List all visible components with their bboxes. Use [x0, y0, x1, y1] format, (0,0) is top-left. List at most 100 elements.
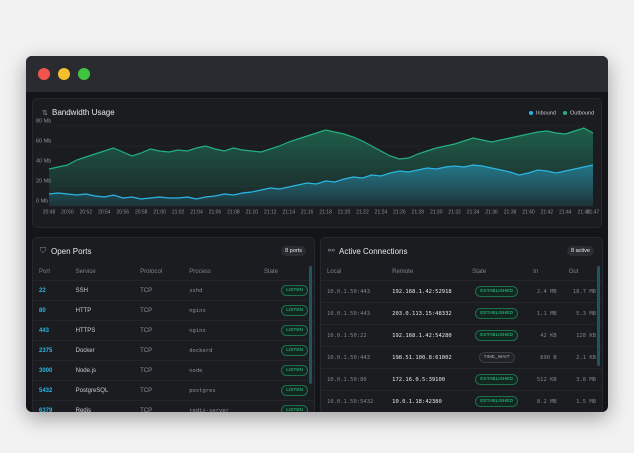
- chart-panel: ⇅ Bandwidth Usage 0 Mb 20 Mb 40 Mb 60 Mb 80 …: [32, 98, 602, 228]
- y-tick-label: 60 Mb: [36, 138, 51, 144]
- bytes-in: 1.1 MB: [536, 310, 557, 317]
- table-row: 3000 Node.js TCP node LISTEN: [33, 360, 314, 381]
- x-tick-label: 21:24: [375, 209, 388, 215]
- close-button[interactable]: [38, 68, 50, 80]
- maximize-button[interactable]: [78, 68, 90, 80]
- column-header: Remote: [392, 269, 414, 275]
- cell: ESTABLISHED: [466, 280, 528, 303]
- legend-label: Outbound: [570, 110, 594, 116]
- service: HTTP: [75, 307, 92, 314]
- cell: LISTEN: [257, 360, 314, 381]
- port: 443: [39, 327, 50, 334]
- legend-swatch: [563, 111, 567, 115]
- cell: ESTABLISHED: [466, 302, 528, 325]
- x-tick-label: 21:22: [356, 209, 369, 215]
- cell: 3.8 MB: [562, 368, 602, 391]
- x-tick-label: 21:47: [587, 209, 600, 215]
- cell: 10.0.1.50:443: [321, 302, 387, 325]
- bytes-out: 3.8 MB: [576, 376, 596, 383]
- scrollbar[interactable]: [309, 266, 312, 384]
- cell: ESTABLISHED: [466, 390, 528, 412]
- column-header: Port: [39, 269, 51, 275]
- service: PostgreSQL: [75, 387, 109, 394]
- state-badge: ESTABLISHED: [475, 374, 518, 385]
- local-address: 10.0.1.50:443: [327, 288, 371, 295]
- state-badge: LISTEN: [281, 285, 308, 296]
- x-tick-label: 21:08: [227, 209, 240, 215]
- cell: 172.16.0.5:39100: [386, 368, 467, 391]
- cell: 1.1 MB: [527, 302, 563, 325]
- protocol: TCP: [140, 407, 153, 413]
- chart-icon: ⇅: [42, 110, 48, 117]
- table-row: 10.0.1.50:5432 10.0.1.18:42380 ESTABLISHED…: [321, 390, 602, 412]
- cell: 203.0.113.15:48332: [386, 302, 467, 325]
- scrollbar[interactable]: [597, 266, 600, 366]
- state-badge: LISTEN: [281, 325, 308, 336]
- x-tick-label: 21:46: [578, 209, 591, 215]
- connections-title: Active Connections: [339, 247, 408, 256]
- column-header: Process: [189, 269, 211, 275]
- ports-panel: Open Ports ⛉ 8 ports Port Service Protocol…: [32, 237, 315, 412]
- process: dockerd: [189, 347, 213, 354]
- cell: TCP: [134, 380, 184, 401]
- cell: 10.0.1.50:5432: [321, 390, 387, 412]
- cell: ESTABLISHED: [466, 324, 528, 347]
- remote-address: 172.16.0.5:39100: [392, 376, 446, 383]
- x-tick-label: 21:38: [504, 209, 517, 215]
- local-address: 10.0.1.50:22: [327, 332, 367, 339]
- table-row: 10.0.1.50:80 172.16.0.5:39100 ESTABLISHED 5…: [321, 368, 602, 391]
- x-tick-label: 21:00: [153, 209, 166, 215]
- y-tick-label: 40 Mb: [36, 158, 51, 164]
- bytes-out: 1.5 MB: [576, 398, 596, 405]
- chart-title: Bandwidth Usage: [52, 108, 115, 117]
- connections-count: 8 active: [567, 246, 594, 256]
- ports-table: Port Service Protocol Process State 22 SSH TCP s…: [33, 264, 314, 412]
- cell: LISTEN: [257, 380, 314, 401]
- cell: LISTEN: [257, 320, 314, 341]
- port: 3000: [39, 367, 53, 374]
- cell: dockerd: [183, 340, 258, 361]
- local-address: 10.0.1.50:80: [327, 376, 367, 383]
- minimize-button[interactable]: [58, 68, 70, 80]
- state-badge: ESTABLISHED: [475, 330, 518, 341]
- network-icon: ⚯: [328, 246, 335, 255]
- cell: 2375: [33, 340, 70, 361]
- state-badge: TIME_WAIT: [478, 352, 515, 363]
- cell: TCP: [134, 320, 184, 341]
- x-tick-label: 21:36: [485, 209, 498, 215]
- cell: redis-server: [183, 400, 258, 412]
- bytes-in: 42 KB: [540, 332, 557, 339]
- table-row: 10.0.1.50:22 192.168.1.42:54280 ESTABLISHE…: [321, 324, 602, 347]
- area: [49, 165, 593, 206]
- bytes-out: 2.1 KB: [576, 354, 596, 361]
- column-header: Local: [327, 269, 342, 275]
- cell: 80: [33, 300, 70, 321]
- cell: SSH: [69, 280, 135, 301]
- process: sshd: [189, 287, 203, 294]
- port: 80: [39, 307, 46, 314]
- x-tick-label: 21:20: [338, 209, 351, 215]
- x-tick-label: 21:42: [541, 209, 554, 215]
- window: ⇅ Bandwidth Usage 0 Mb 20 Mb 40 Mb 60 Mb 80 …: [26, 56, 608, 412]
- table-row: 2375 Docker TCP dockerd LISTEN: [33, 340, 314, 361]
- column-header: State: [472, 269, 487, 275]
- state-badge: ESTABLISHED: [475, 396, 518, 407]
- cell: nginx: [183, 300, 258, 321]
- cell: 18.7 MB: [562, 280, 602, 303]
- column-header: Out: [568, 269, 579, 275]
- cell: HTTP: [69, 300, 135, 321]
- ports-count: 8 ports: [281, 246, 306, 256]
- cell: node: [183, 360, 258, 381]
- cell: 443: [33, 320, 70, 341]
- cell: 1.5 MB: [562, 390, 602, 412]
- bytes-in: 8.2 MB: [536, 398, 557, 405]
- cell: 10.0.1.50:80: [321, 368, 387, 391]
- x-tick-label: 21:28: [412, 209, 425, 215]
- x-tick-label: 21:32: [448, 209, 461, 215]
- cell: 10.0.1.50:443: [321, 346, 387, 369]
- port: 22: [39, 287, 46, 294]
- local-address: 10.0.1.50:443: [327, 354, 371, 361]
- cell: postgres: [183, 380, 258, 401]
- table-row: 5432 PostgreSQL TCP postgres LISTEN: [33, 380, 314, 401]
- cell: sshd: [183, 280, 258, 301]
